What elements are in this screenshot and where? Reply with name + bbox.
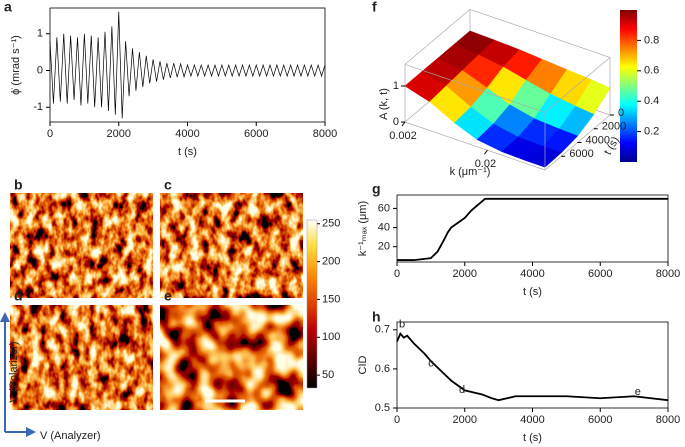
axis-label: V (Analyzer) — [40, 430, 101, 442]
x-tick-label: 0 — [47, 128, 53, 140]
t-tick-label: 4000 — [586, 134, 610, 146]
box-edge — [404, 121, 546, 171]
x-tick-label: 0 — [394, 414, 400, 426]
y-tick-label: 0.7 — [375, 324, 390, 336]
colorbar-tick-label: 200 — [322, 256, 340, 268]
x-tick-label: 2000 — [453, 414, 477, 426]
colorbar-tick-label: 0.4 — [644, 95, 659, 107]
x-tick-label: 6000 — [588, 414, 612, 426]
y-tick-label: -1 — [33, 101, 43, 113]
k-tick-label: 0.02 — [475, 158, 496, 170]
colorbar-tick-label: 50 — [322, 369, 334, 381]
box-edge — [404, 64, 546, 113]
panel-label: e — [164, 288, 172, 304]
x-tick-label: 6000 — [244, 128, 268, 140]
colorbar-tick-label: 250 — [322, 218, 340, 230]
data-line — [397, 197, 668, 261]
colorbar — [306, 219, 318, 389]
z-tick-label: 0 — [393, 116, 399, 128]
x-tick-label: 8000 — [313, 128, 337, 140]
x-axis-label: t (s) — [178, 146, 197, 158]
y-tick-label: 40 — [378, 221, 390, 233]
colorbar-tick-label: 150 — [322, 293, 340, 305]
data-line — [396, 332, 669, 402]
annotation: c — [428, 358, 434, 370]
y-tick-label: 1 — [37, 28, 43, 40]
x-axis-label: t (s) — [523, 432, 542, 444]
x-tick-label: 2000 — [107, 128, 131, 140]
x-tick-label: 4000 — [520, 414, 544, 426]
y-tick-label: 0.5 — [375, 402, 390, 414]
plot-frame — [396, 321, 669, 409]
colorbar-tick-label: 0.6 — [644, 65, 659, 77]
colorbar-tick-label: 100 — [322, 331, 340, 343]
y-axis-label: CID — [357, 355, 369, 374]
x-tick-label: 4000 — [520, 268, 544, 280]
axis-label: V (Polarizer) — [8, 341, 20, 402]
annotation: d — [459, 384, 465, 396]
arrowhead — [0, 312, 10, 322]
z-tick-label: 1 — [393, 80, 399, 92]
y-tick-label: 0.6 — [375, 363, 390, 375]
z-axis-label: A (k, t) — [378, 88, 390, 120]
k-tick — [401, 121, 406, 127]
x-tick-label: 8000 — [656, 268, 680, 280]
k-tick — [484, 149, 488, 155]
x-tick-label: 2000 — [453, 268, 477, 280]
arrowhead — [26, 427, 36, 437]
x-axis-label: t (s) — [523, 286, 542, 298]
annotation: b — [399, 319, 405, 331]
y-axis-label: ϕ̇ (mrad s⁻¹) — [10, 35, 22, 95]
panel-label: b — [14, 177, 23, 193]
panel-label: c — [164, 177, 172, 193]
x-tick-label: 8000 — [656, 414, 680, 426]
data-line — [49, 11, 326, 119]
k-axis-label: k (μm⁻¹) — [450, 166, 491, 178]
image-panel — [160, 305, 303, 410]
colorbar-tick-label: 0.2 — [644, 126, 659, 138]
t-tick-label: 6000 — [569, 148, 593, 160]
annotation: e — [635, 386, 641, 398]
colorbar-tick-label: 0.8 — [644, 34, 659, 46]
image-panel — [10, 193, 153, 298]
box-edge — [469, 9, 611, 58]
x-tick-label: 4000 — [175, 128, 199, 140]
x-tick-label: 6000 — [588, 268, 612, 280]
y-tick-label: 60 — [378, 202, 390, 214]
y-tick-label: 0 — [37, 64, 43, 76]
panel-label: f — [372, 0, 377, 15]
panel-label: h — [372, 309, 381, 325]
y-axis-label: k⁻¹ₘₐₓ (μm) — [357, 201, 369, 256]
panel-label: a — [4, 0, 12, 15]
y-tick-label: 20 — [378, 241, 390, 253]
image-panel — [160, 193, 303, 298]
box-edge — [544, 57, 611, 113]
box-edge — [404, 9, 471, 65]
t-tick-label: 2000 — [602, 121, 626, 133]
image-panel — [10, 305, 153, 410]
colorbar — [620, 10, 637, 162]
x-tick-label: 0 — [394, 268, 400, 280]
t-tick-label: 0 — [618, 107, 624, 119]
panel-label: d — [14, 288, 23, 304]
k-tick-label: 0.002 — [389, 130, 417, 142]
panel-label: g — [372, 181, 381, 197]
